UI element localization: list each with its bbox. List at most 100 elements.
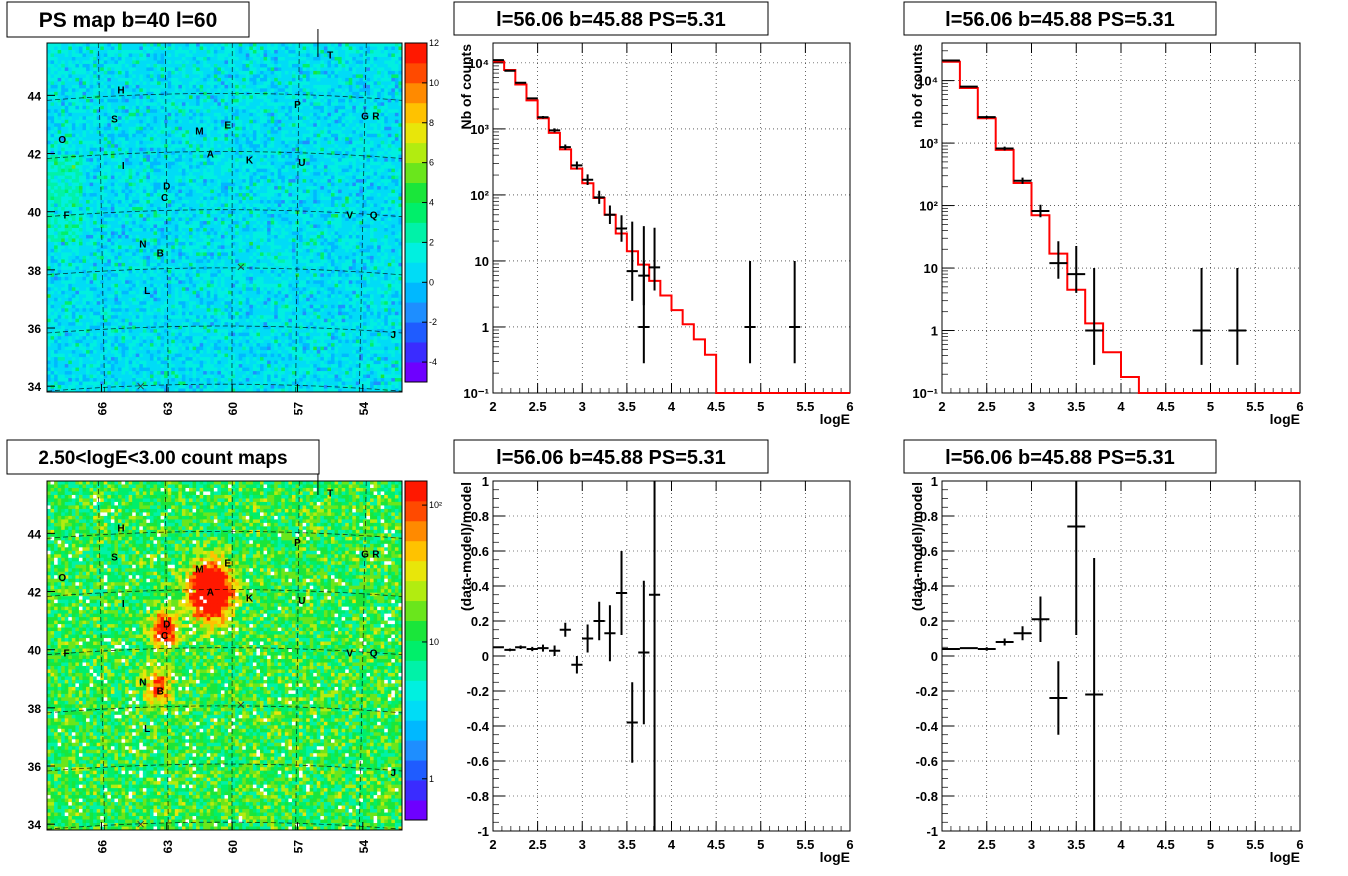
- map-cell: [93, 197, 97, 201]
- map-cell: [125, 259, 129, 263]
- map-cell: [150, 155, 154, 159]
- map-cell: [136, 179, 140, 183]
- map-cell: [107, 169, 111, 173]
- map-cell: [107, 43, 111, 47]
- map-cell: [114, 336, 118, 340]
- map-cell: [200, 158, 204, 162]
- map-cell: [132, 169, 136, 173]
- map-cell: [118, 218, 122, 222]
- map-cell: [129, 106, 133, 110]
- map-cell: [79, 235, 83, 239]
- map-cell: [178, 137, 182, 141]
- map-cell: [47, 165, 51, 169]
- map-cell: [217, 78, 221, 82]
- map-cell: [75, 291, 79, 295]
- map-cell: [75, 113, 79, 117]
- map-cell: [90, 350, 94, 354]
- map-cell: [68, 158, 72, 162]
- map-cell: [79, 263, 83, 267]
- map-cell: [129, 207, 133, 211]
- map-cell: [47, 116, 51, 120]
- map-cell: [68, 305, 72, 309]
- map-cell: [104, 134, 108, 138]
- map-cell: [139, 99, 143, 103]
- map-cell: [189, 361, 193, 365]
- map-cell: [83, 218, 87, 222]
- map-cell: [129, 95, 133, 99]
- map-cell: [122, 46, 126, 50]
- map-cell: [182, 158, 186, 162]
- map-cell: [143, 190, 147, 194]
- map-cell: [58, 333, 62, 337]
- map-cell: [118, 343, 122, 347]
- map-cell: [132, 291, 136, 295]
- map-cell: [154, 46, 158, 50]
- map-cell: [154, 235, 158, 239]
- map-cell: [193, 259, 197, 263]
- map-cell: [207, 259, 211, 263]
- map-cell: [132, 228, 136, 232]
- map-cell: [104, 144, 108, 148]
- map-cell: [90, 221, 94, 225]
- map-cell: [47, 256, 51, 260]
- map-cell: [97, 207, 101, 211]
- map-cell: [132, 127, 136, 131]
- map-cell: [79, 273, 83, 277]
- map-cell: [79, 305, 83, 309]
- map-cell: [189, 169, 193, 173]
- map-cell: [200, 375, 204, 379]
- map-cell: [104, 57, 108, 61]
- map-cell: [107, 305, 111, 309]
- map-cell: [203, 130, 207, 134]
- map-cell: [139, 294, 143, 298]
- map-cell: [196, 291, 200, 295]
- map-cell: [161, 155, 165, 159]
- map-cell: [93, 343, 97, 347]
- map-cell: [118, 130, 122, 134]
- map-cell: [111, 102, 115, 106]
- map-cell: [111, 186, 115, 190]
- map-cell: [132, 155, 136, 159]
- map-cell: [150, 99, 154, 103]
- map-cell: [125, 305, 129, 309]
- map-cell: [132, 204, 136, 208]
- map-cell: [58, 322, 62, 326]
- map-cell: [129, 137, 133, 141]
- map-cell: [178, 74, 182, 78]
- map-cell: [203, 88, 207, 92]
- map-cell: [221, 148, 225, 152]
- map-cell: [161, 375, 165, 379]
- map-cell: [86, 81, 90, 85]
- map-cell: [203, 249, 207, 253]
- map-cell: [118, 298, 122, 302]
- map-cell: [150, 336, 154, 340]
- map-cell: [217, 190, 221, 194]
- map-cell: [129, 186, 133, 190]
- map-cell: [175, 357, 179, 361]
- map-cell: [72, 375, 76, 379]
- map-cell: [68, 92, 72, 96]
- map-cell: [210, 88, 214, 92]
- map-cell: [111, 375, 115, 379]
- map-cell: [214, 259, 218, 263]
- map-cell: [86, 336, 90, 340]
- map-cell: [178, 273, 182, 277]
- map-cell: [65, 92, 69, 96]
- map-cell: [143, 315, 147, 319]
- map-cell: [136, 127, 140, 131]
- map-cell: [193, 382, 197, 386]
- map-cell: [75, 197, 79, 201]
- map-cell: [157, 371, 161, 375]
- map-cell: [61, 186, 65, 190]
- map-cell: [182, 312, 186, 316]
- ps-map-panel: 121086420-2-4 THPS G RMEOAK UIDCF V QNBLJ 66 6…: [7, 2, 439, 415]
- map-cell: [107, 287, 111, 291]
- map-cell: [75, 141, 79, 145]
- map-cell: [122, 221, 126, 225]
- map-cell: [207, 252, 211, 256]
- map-cell: [146, 71, 150, 75]
- map-cell: [171, 315, 175, 319]
- map-cell: [196, 214, 200, 218]
- map-cell: [47, 298, 51, 302]
- map-cell: [150, 106, 154, 110]
